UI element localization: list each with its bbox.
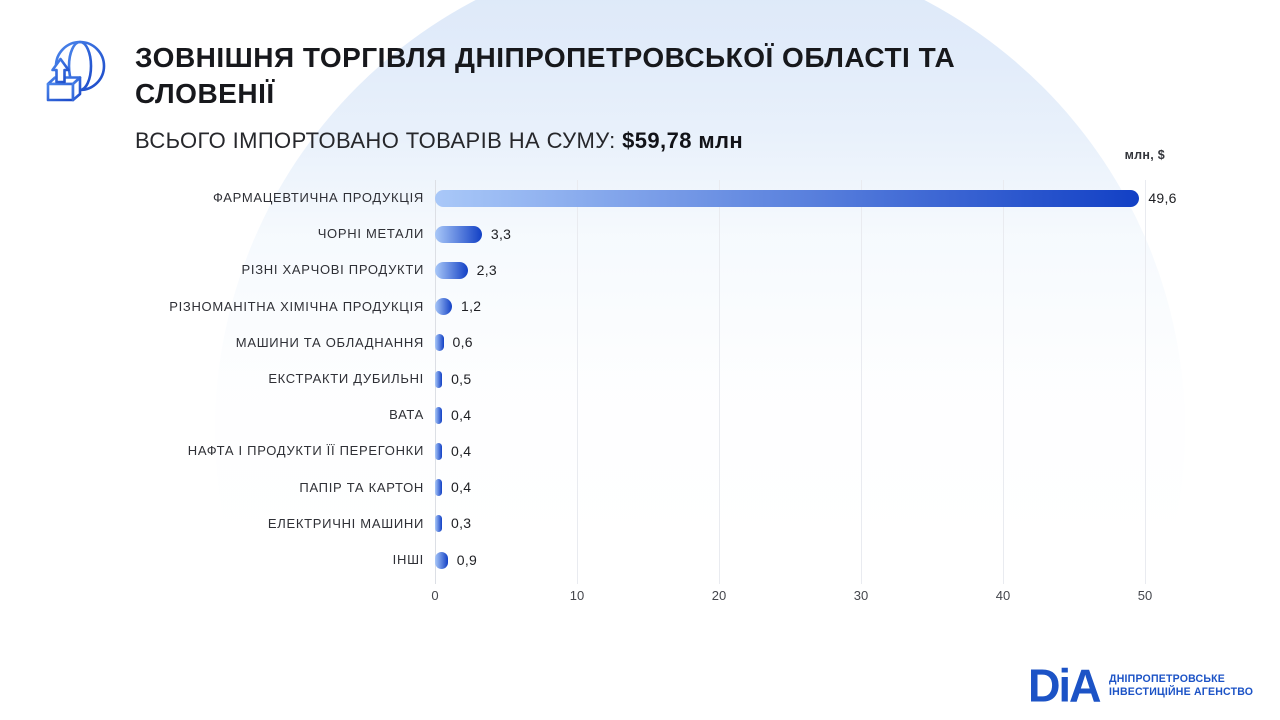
axis-tick-label: 40 <box>995 588 1011 603</box>
category-label: ЕКСТРАКТИ ДУБИЛЬНІ <box>268 371 424 386</box>
category-labels-column: ФАРМАЦЕВТИЧНА ПРОДУКЦІЯ ЧОРНІ МЕТАЛИ РІЗНІ… <box>0 180 424 579</box>
bar-value-label: 0,3 <box>451 515 472 532</box>
plot-area: 49,6 3,3 2,3 1,2 0,6 0,5 0,4 0,4 0,4 0,3 0,9 <box>435 180 1176 584</box>
bar-value-label: 0,9 <box>456 551 478 568</box>
bar-value-label: 0,4 <box>451 406 472 423</box>
category-label: НАФТА І ПРОДУКТИ ЇЇ ПЕРЕГОНКИ <box>187 443 424 459</box>
category-label: РІЗНІ ХАРЧОВІ ПРОДУКТИ <box>241 262 424 278</box>
category-label: МАШИНИ ТА ОБЛАДНАННЯ <box>235 334 424 350</box>
bar <box>435 406 442 424</box>
axis-tick-label: 0 <box>431 588 439 603</box>
axis-unit-label: млн, $ <box>1124 148 1165 162</box>
gridline <box>1003 180 1004 584</box>
background-circle <box>215 0 1185 720</box>
page-title: ЗОВНІШНЯ ТОРГІВЛЯ ДНІПРОПЕТРОВСЬКОЇ ОБЛА… <box>135 42 956 109</box>
category-label: ЧОРНІ МЕТАЛИ <box>317 226 424 242</box>
bar <box>435 479 442 497</box>
bar-value-label: 0,6 <box>452 334 473 351</box>
subtitle-value: $59,78 млн <box>622 128 744 153</box>
category-label: ІНШІ <box>392 552 424 567</box>
org-name: ДНІПРОПЕТРОВСЬКЕ ІНВЕСТИЦІЙНЕ АГЕНСТВО <box>1109 673 1259 700</box>
dia-logo: DіA ДНІПРОПЕТРОВСЬКЕ ІНВЕСТИЦІЙНЕ АГЕНСТ… <box>1028 662 1259 710</box>
bar-chart: ФАРМАЦЕВТИЧНА ПРОДУКЦІЯ ЧОРНІ МЕТАЛИ РІЗНІ… <box>0 180 1280 620</box>
bar-value-label: 1,2 <box>461 298 482 315</box>
gridline <box>577 180 578 584</box>
category-label: ЕЛЕКТРИЧНІ МАШИНИ <box>267 515 424 531</box>
bar <box>435 334 444 352</box>
axis-tick-label: 10 <box>569 588 585 603</box>
bar-value-label: 0,4 <box>451 479 472 496</box>
category-label: ВАТА <box>389 407 424 423</box>
gridline <box>1145 180 1146 584</box>
logo-wordmark: DіA <box>1028 659 1101 712</box>
org-name-line1: ДНІПРОПЕТРОВСЬКЕ <box>1108 672 1225 685</box>
bar-value-label: 0,4 <box>451 443 472 459</box>
bar <box>435 443 442 460</box>
bar <box>435 189 1140 207</box>
chart-subtitle: ВСЬОГО ІМПОРТОВАНО ТОВАРІВ НА СУМУ: $59,… <box>135 128 1035 154</box>
bar <box>435 515 442 533</box>
bar-value-label: 0,5 <box>451 370 472 387</box>
globe-export-icon <box>46 40 106 102</box>
x-axis: 0 10 20 30 40 50 <box>431 588 1152 606</box>
bar <box>435 298 453 316</box>
bar <box>435 225 482 243</box>
category-label: РІЗНОМАНІТНА ХІМІЧНА ПРОДУКЦІЯ <box>169 298 424 314</box>
gridline <box>861 180 862 584</box>
bar <box>435 262 468 279</box>
axis-tick-label: 20 <box>711 588 727 603</box>
bar <box>435 551 448 569</box>
bar-value-label: 3,3 <box>490 225 512 242</box>
gridline <box>719 180 720 584</box>
category-label: ФАРМАЦЕВТИЧНА ПРОДУКЦІЯ <box>212 190 424 205</box>
org-name-line2: ІНВЕСТИЦІЙНЕ АГЕНСТВО <box>1108 686 1253 698</box>
bar <box>435 370 443 388</box>
subtitle-prefix: ВСЬОГО ІМПОРТОВАНО ТОВАРІВ НА СУМУ: <box>135 128 623 153</box>
category-label: ПАПІР ТА КАРТОН <box>299 479 424 495</box>
bar-value-label: 2,3 <box>476 262 498 278</box>
axis-tick-label: 50 <box>1137 588 1153 603</box>
bar-value-label: 49,6 <box>1148 189 1177 206</box>
axis-tick-label: 30 <box>853 588 869 603</box>
